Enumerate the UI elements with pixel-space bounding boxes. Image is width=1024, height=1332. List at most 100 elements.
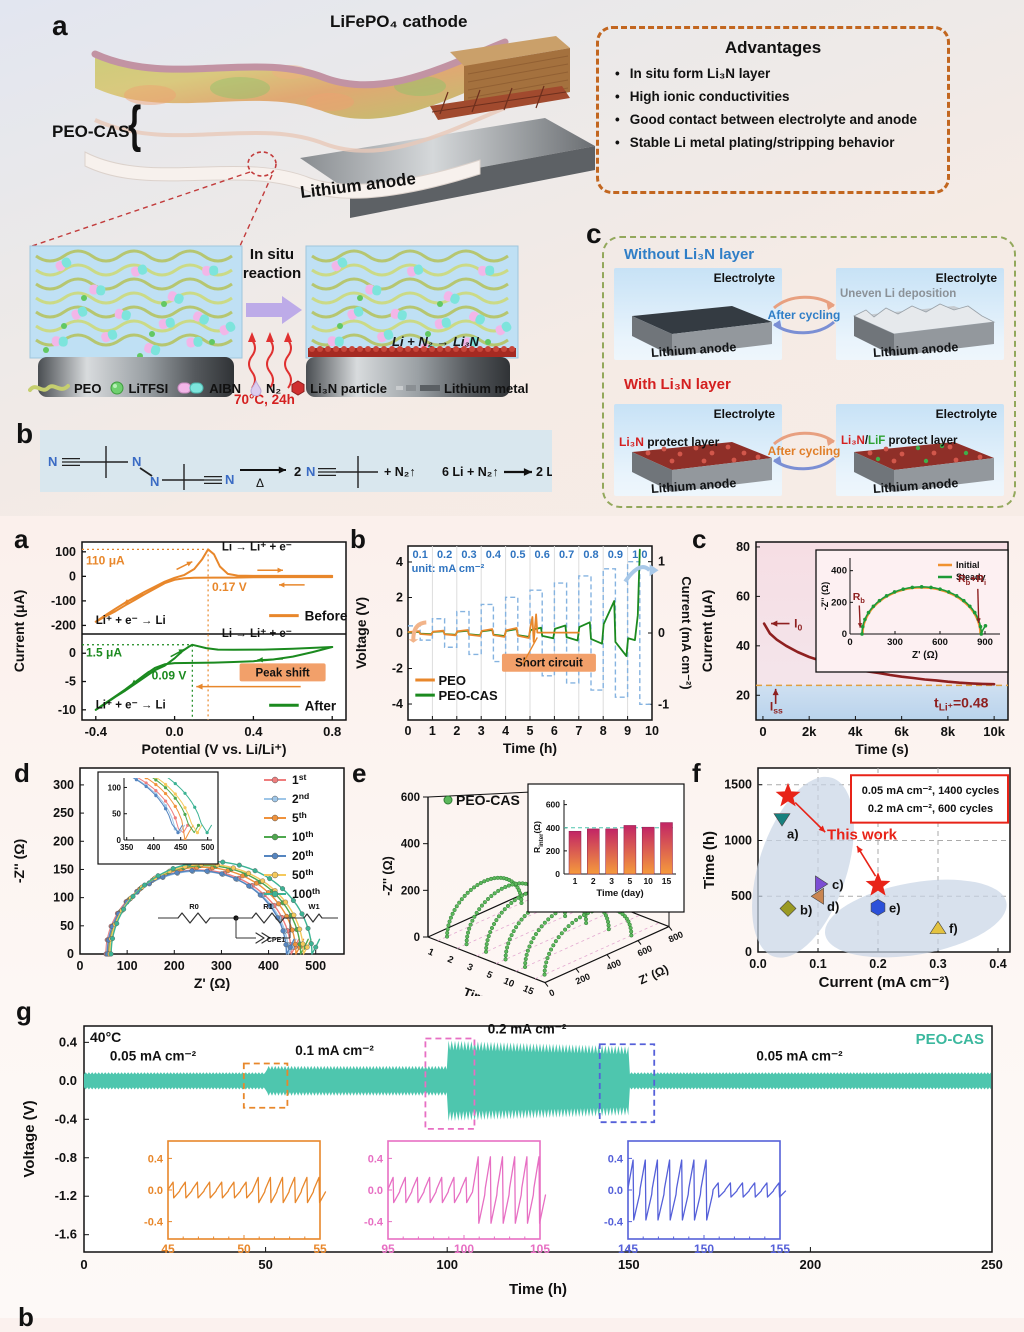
chart-label: 55: [313, 1242, 327, 1256]
voltage-band: [84, 1040, 992, 1122]
chart-shape: [496, 888, 501, 893]
chart-shape: [308, 941, 314, 947]
chart-label: 2: [294, 464, 301, 479]
chart-shape: [236, 862, 242, 868]
chart-shape: [210, 77, 270, 99]
chart-shape: [35, 291, 233, 305]
chart-shape: [306, 93, 354, 111]
chart-label: PEO-CAS: [456, 792, 520, 808]
chart-shape: [61, 257, 72, 268]
panel-a-letter: a: [52, 10, 68, 41]
advantage-text: High ionic conductivities: [629, 89, 790, 104]
chart-shape: [506, 883, 511, 888]
cv-before-reverse: [94, 576, 334, 623]
chart-label: 200: [546, 846, 560, 856]
chart-label: 10: [645, 724, 659, 738]
chart-shape: [493, 346, 499, 352]
chart-shape: [606, 927, 611, 932]
chart-label: 5: [628, 876, 633, 886]
chart-shape: [857, 623, 863, 628]
chart-label: 600: [636, 943, 654, 958]
chart-shape: [606, 923, 611, 928]
chart-shape: [305, 925, 311, 931]
chart-shape: [239, 663, 326, 682]
legend-label: N₂: [265, 380, 282, 396]
chart-label: 1.5 μA: [86, 646, 122, 660]
inset-waveform: [167, 1176, 327, 1204]
chart-shape: [465, 930, 471, 935]
eis-steady: [861, 586, 987, 635]
chart-shape: [130, 893, 136, 899]
chart-shape: [606, 954, 611, 959]
chart-shape: [516, 895, 521, 900]
chart-shape: [549, 947, 554, 952]
chart-label: 0.7: [559, 549, 574, 561]
advantage-text: Good contact between electrolyte and ano…: [629, 112, 918, 127]
chart-label: 0.4: [59, 1034, 78, 1049]
chart-shape: [475, 882, 480, 888]
chart-shape: [649, 564, 659, 577]
advantage-item: • Good contact between electrolyte and an…: [615, 112, 937, 127]
plot-a-letter: a: [14, 524, 29, 554]
chart-label: Current (mA cm⁻²): [819, 974, 950, 991]
chart-shape: [163, 799, 168, 803]
chart-label: Current (μA): [699, 590, 715, 672]
chart-shape: [545, 956, 550, 961]
chart-label: 1500: [724, 778, 752, 792]
chart-label: 0.8: [323, 724, 341, 739]
chart-shape: [484, 942, 489, 947]
chart-label: 5: [485, 969, 495, 981]
chart-label: 7: [575, 724, 582, 738]
chart-label: Initial: [956, 560, 980, 570]
chart-shape: [514, 925, 519, 930]
chart-shape: [107, 329, 118, 340]
chart-shape: [163, 791, 168, 796]
chart-label: CPE1: [267, 937, 285, 944]
chart-shape: [489, 925, 495, 931]
chart-shape: [462, 337, 472, 348]
chart-shape: [946, 590, 951, 594]
chart-label: Time (h): [509, 1281, 567, 1298]
chart-shape: [505, 903, 511, 909]
chart-shape: [372, 285, 382, 296]
slab-art: [853, 303, 996, 356]
advantage-text: In situ form Li₃N layer: [629, 66, 771, 81]
chart-label: -0.4: [85, 724, 108, 739]
chart-shape: [824, 879, 1007, 958]
advantage-item: • In situ form Li₃N layer: [615, 66, 937, 81]
cv-plot: 100 0 -100 -200 0 -5 -10 -0.4 0.0 0.4 0.8 110 μA 0.1…: [11, 541, 348, 757]
chart-shape: [132, 760, 212, 840]
chart-shape: [499, 910, 504, 915]
chart-path: [255, 932, 265, 944]
chart-shape: [577, 915, 583, 920]
chart-shape: [523, 956, 528, 962]
scene-pristine-anode: Electrolyte Lithium anode: [614, 268, 782, 360]
chart-shape: [290, 898, 296, 904]
chart-label: Z' (Ω): [194, 975, 230, 991]
chart-shape: [524, 952, 529, 957]
chart-shape: [108, 951, 114, 957]
chart-shape: [279, 582, 285, 588]
chart-shape: [551, 943, 556, 948]
chart-shape: [246, 296, 302, 324]
chart-shape: [910, 585, 915, 590]
li3n-lif-protect-label: Li₃N/LiF protect layer: [841, 435, 958, 447]
chart-label: 0.0: [749, 957, 766, 971]
chart-label: 0.4: [368, 1153, 384, 1165]
chart-label: 5th: [292, 810, 307, 825]
chart-shape: [901, 587, 905, 591]
chart-shape: [467, 63, 569, 83]
chart-shape: [484, 945, 489, 951]
chart-shape: [35, 305, 233, 319]
chart-shape: [503, 953, 508, 958]
chart-label: Time (h): [701, 831, 718, 889]
slab-art: [854, 442, 994, 492]
chart-shape: [144, 784, 148, 789]
nyquist-inset: [97, 771, 219, 865]
li3n-protect-label: Li₃N protect layer: [619, 435, 719, 449]
chart-label: 0.9: [608, 549, 623, 561]
chart-label: 400: [401, 839, 420, 851]
chart-shape: [230, 865, 236, 871]
chart-shape: [135, 760, 138, 763]
chart-label: 600: [546, 800, 560, 810]
